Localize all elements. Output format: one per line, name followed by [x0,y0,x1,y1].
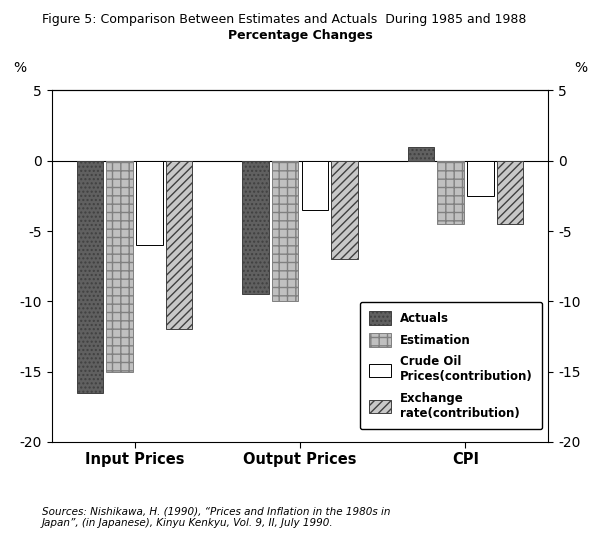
Text: Sources: Nishikawa, H. (1990), “Prices and Inflation in the 1980s in
Japan”, (in: Sources: Nishikawa, H. (1990), “Prices a… [42,507,391,528]
Bar [106,161,133,371]
Bar [136,161,163,245]
Text: Percentage Changes: Percentage Changes [227,29,373,42]
Bar [331,161,358,259]
Bar [77,161,103,393]
Text: %: % [13,61,26,75]
Text: %: % [574,61,587,75]
Bar [407,147,434,161]
Text: Figure 5: Comparison Between Estimates and Actuals  During 1985 and 1988: Figure 5: Comparison Between Estimates a… [42,13,526,26]
Legend: Actuals, Estimation, Crude Oil
Prices(contribution), Exchange
rate(contribution): Actuals, Estimation, Crude Oil Prices(co… [360,302,542,429]
Bar [467,161,494,196]
Bar [166,161,193,330]
Bar [497,161,523,224]
Bar [302,161,328,210]
Bar [437,161,464,224]
Bar [242,161,269,294]
Bar [272,161,298,301]
